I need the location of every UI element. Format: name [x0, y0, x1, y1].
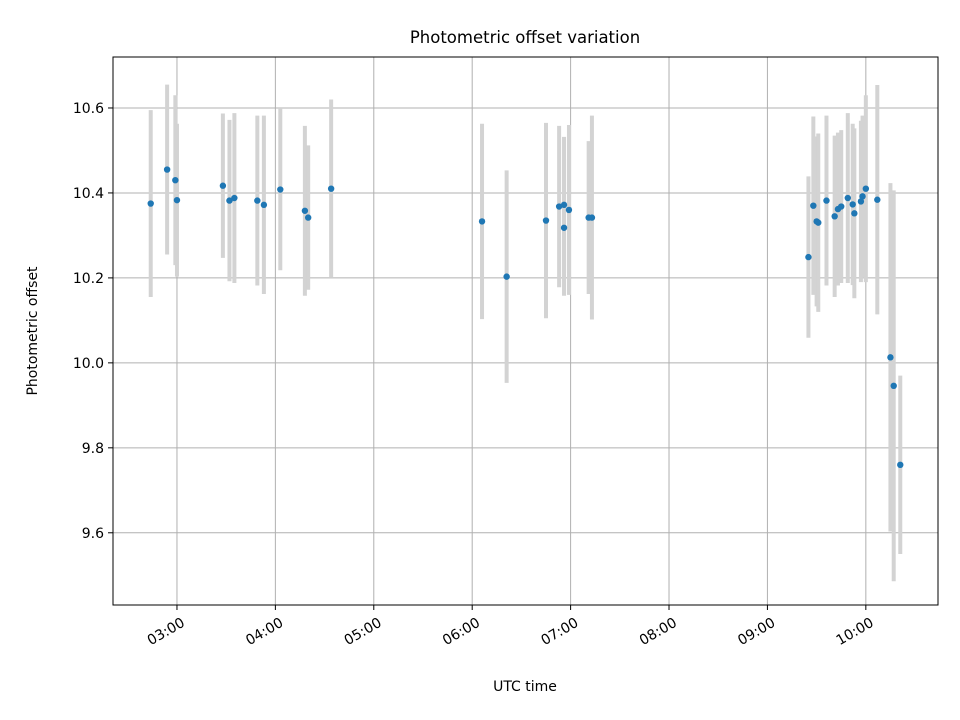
data-point — [859, 193, 866, 200]
x-axis-label: UTC time — [493, 679, 557, 695]
data-point — [831, 213, 838, 220]
data-point — [301, 207, 309, 214]
data-point — [874, 196, 881, 203]
data-point — [542, 217, 550, 224]
data-point — [565, 206, 573, 214]
data-point — [231, 194, 238, 202]
data-point — [857, 198, 865, 205]
data-point — [560, 201, 568, 209]
data-point — [588, 214, 596, 221]
data-point — [254, 197, 261, 204]
data-point — [838, 203, 845, 210]
data-point — [560, 224, 568, 231]
data-point — [226, 197, 233, 204]
data-point — [304, 214, 312, 221]
y-tick-label: 10.0 — [73, 356, 104, 372]
data-point — [555, 203, 563, 210]
data-point — [897, 461, 904, 469]
y-tick-label: 10.4 — [73, 186, 104, 202]
y-tick-label: 9.6 — [82, 526, 104, 542]
y-tick-label: 9.8 — [82, 441, 104, 457]
data-point — [890, 382, 897, 389]
data-point — [163, 166, 171, 173]
axes-frame — [112, 56, 939, 606]
data-point — [823, 197, 830, 204]
data-point — [277, 186, 284, 193]
data-points — [147, 166, 904, 469]
data-point — [503, 273, 510, 280]
y-axis-label: Photometric offset — [25, 266, 41, 396]
data-point — [173, 196, 181, 204]
data-point — [219, 182, 227, 189]
data-point — [844, 194, 851, 202]
data-point — [849, 201, 856, 208]
data-point — [327, 185, 335, 192]
y-tick-label: 10.6 — [73, 101, 104, 117]
data-point — [851, 210, 858, 217]
data-point — [862, 185, 870, 192]
y-tick-label: 10.2 — [73, 271, 104, 287]
data-point — [172, 176, 179, 184]
data-point — [887, 354, 894, 361]
data-point — [805, 253, 812, 261]
chart-title: Photometric offset variation — [410, 28, 640, 47]
data-point — [815, 219, 822, 226]
data-point — [260, 201, 268, 209]
data-point — [478, 218, 486, 225]
data-point — [810, 202, 817, 209]
data-point — [147, 200, 154, 207]
